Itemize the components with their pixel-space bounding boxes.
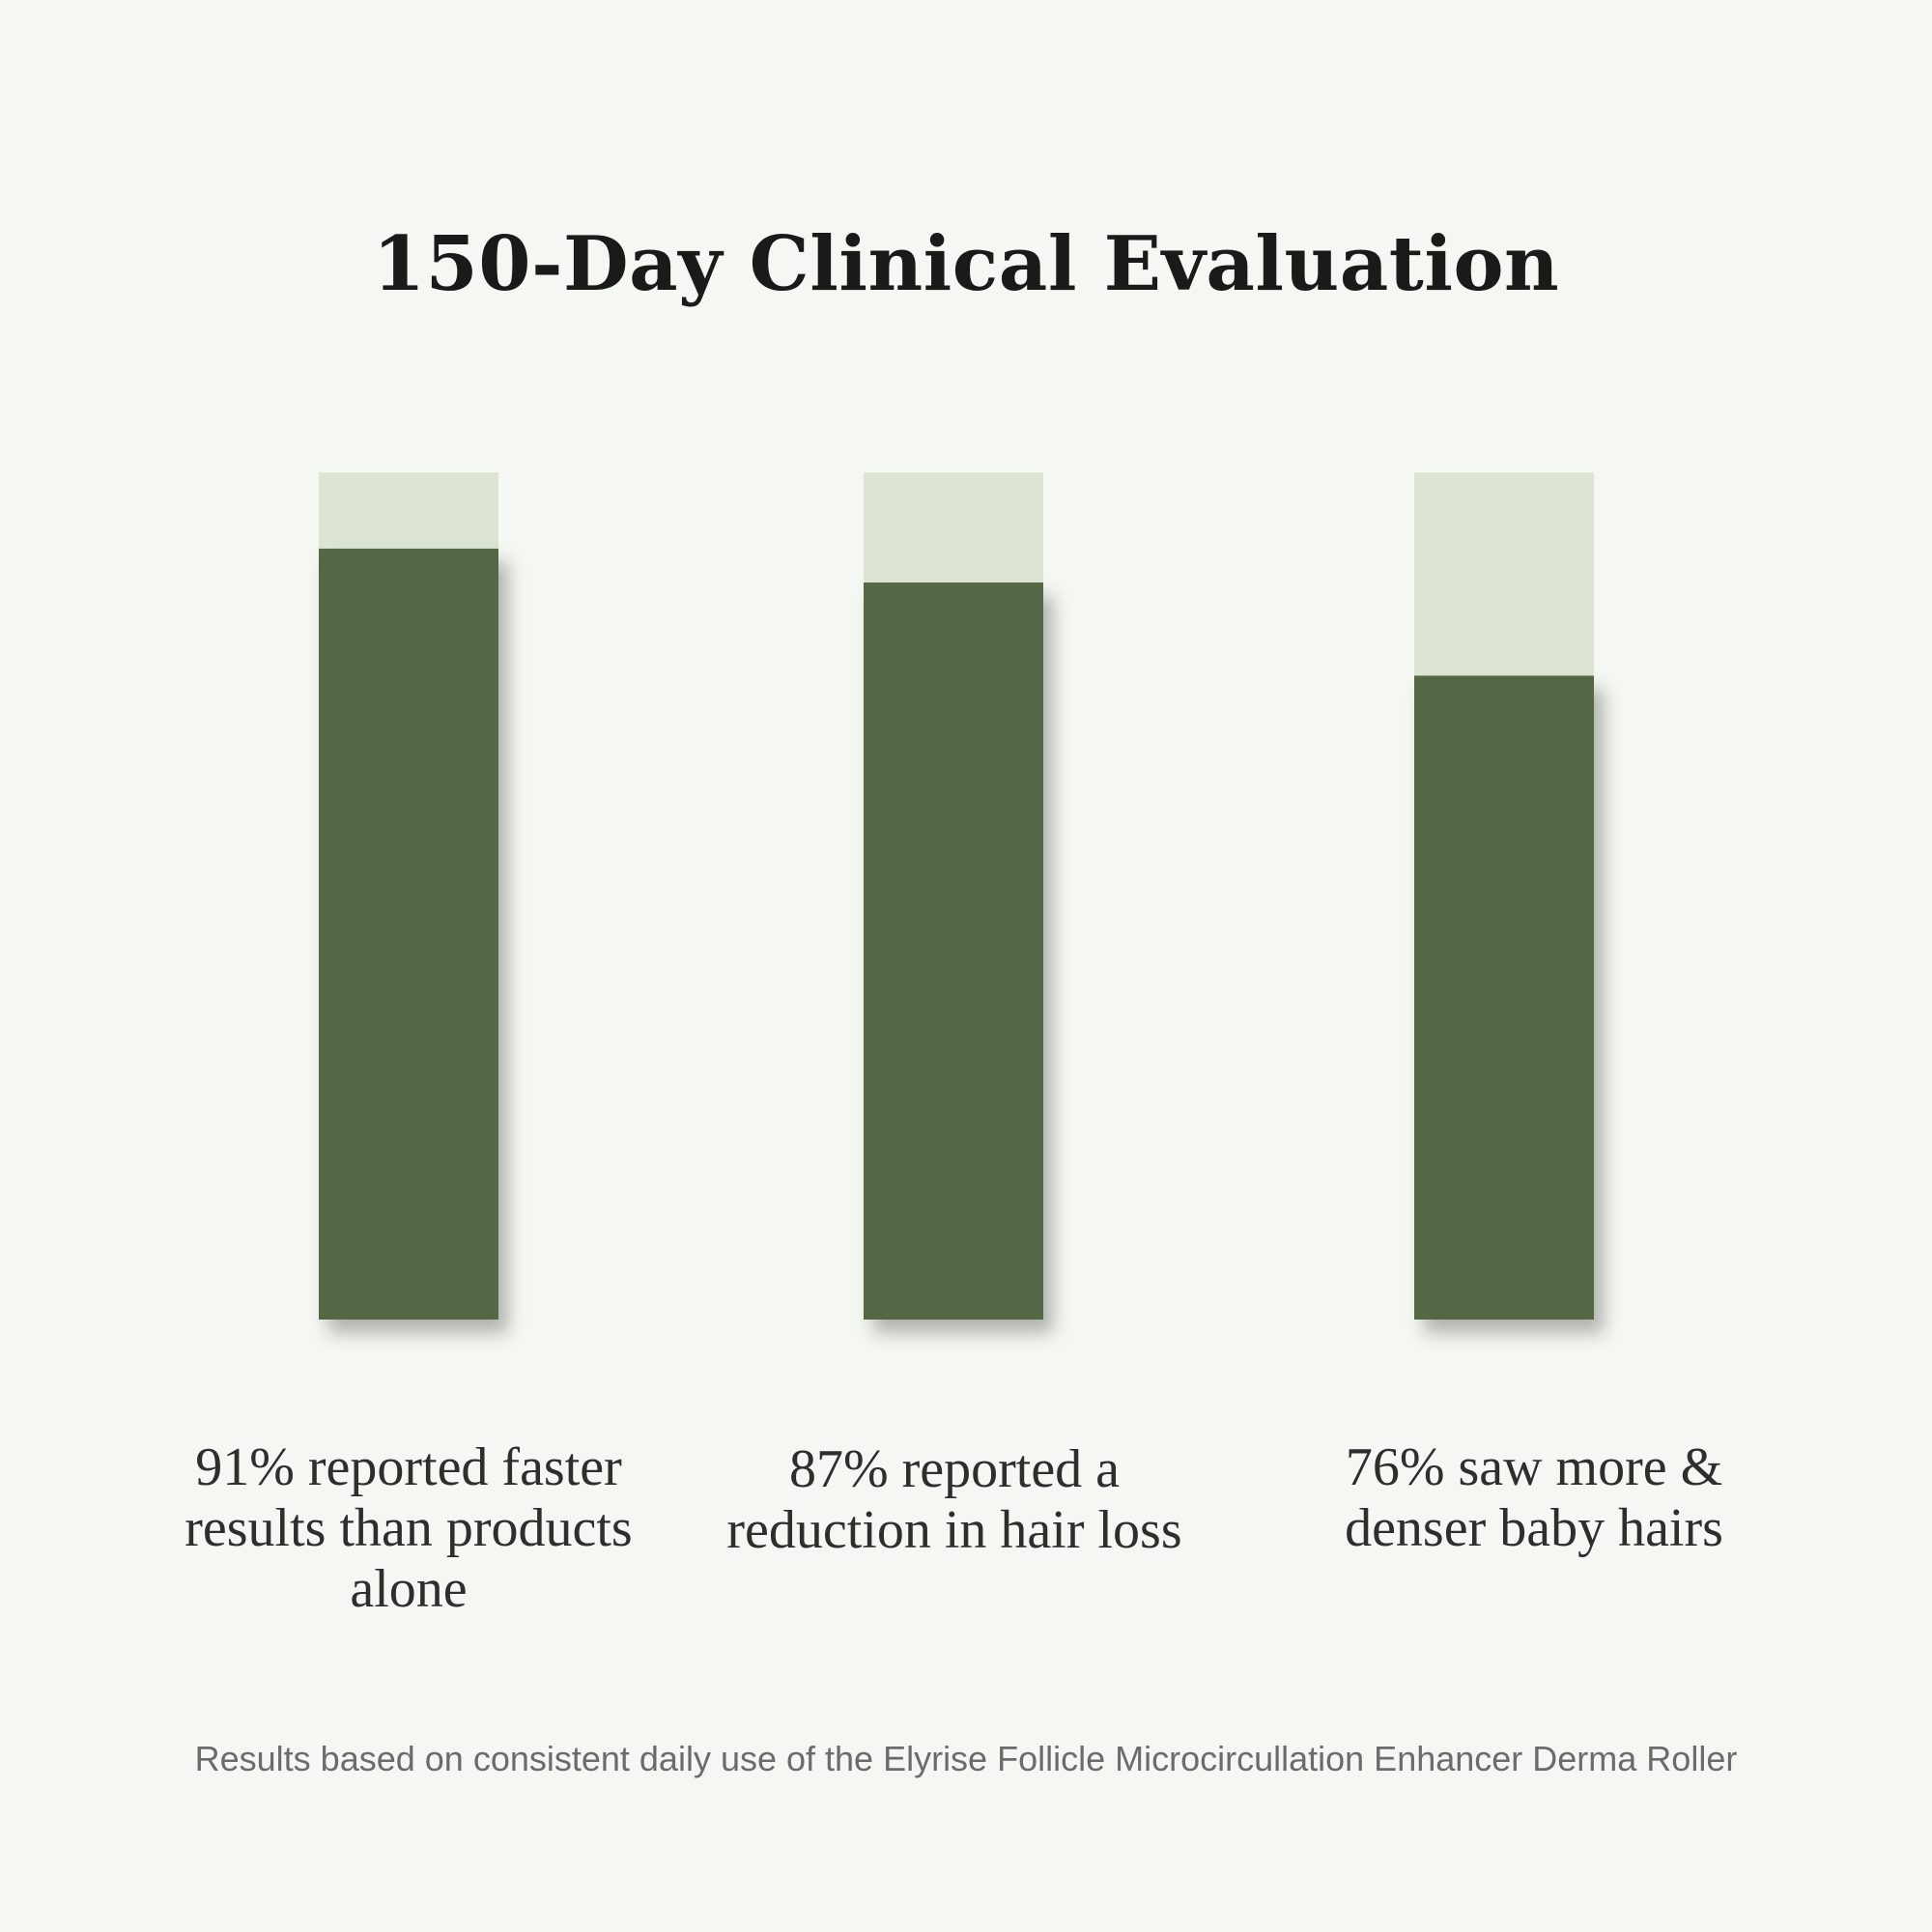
bars-group bbox=[319, 472, 1594, 1320]
bar-label-1: 91% reported faster results than product… bbox=[185, 1437, 633, 1619]
bar-3 bbox=[1414, 675, 1594, 1320]
footnote: Results based on consistent daily use of… bbox=[194, 1739, 1738, 1778]
bar-2 bbox=[864, 582, 1043, 1320]
bar-label-3: 76% saw more & denser baby hairs bbox=[1345, 1437, 1723, 1558]
chart-title: 150-Day Clinical Evaluation bbox=[372, 220, 1560, 308]
bar-1 bbox=[319, 548, 498, 1320]
bar-label-2: 87% reported a reduction in hair loss bbox=[726, 1439, 1182, 1560]
